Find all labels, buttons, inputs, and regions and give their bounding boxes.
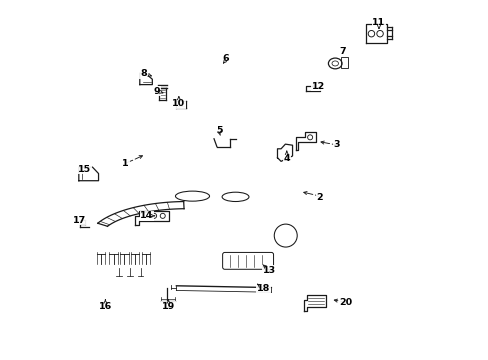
Text: 12: 12 (311, 82, 325, 91)
Text: 20: 20 (338, 298, 351, 307)
Text: 14: 14 (140, 211, 153, 220)
Text: 5: 5 (216, 126, 222, 135)
Text: 10: 10 (172, 99, 185, 108)
Text: 11: 11 (371, 18, 385, 27)
Text: 15: 15 (78, 165, 91, 174)
Bar (341, 57, 348, 68)
Text: 19: 19 (162, 302, 175, 311)
Text: 2: 2 (316, 193, 323, 202)
Text: 13: 13 (263, 266, 276, 275)
Text: 18: 18 (257, 284, 270, 293)
Text: 6: 6 (222, 54, 228, 63)
Text: 16: 16 (99, 302, 112, 311)
Text: 17: 17 (73, 216, 86, 225)
Text: 9: 9 (153, 86, 160, 95)
Text: 3: 3 (333, 140, 340, 149)
Text: 1: 1 (122, 159, 128, 168)
Text: 8: 8 (140, 69, 146, 78)
Text: 7: 7 (339, 47, 346, 56)
Text: 4: 4 (283, 154, 289, 163)
